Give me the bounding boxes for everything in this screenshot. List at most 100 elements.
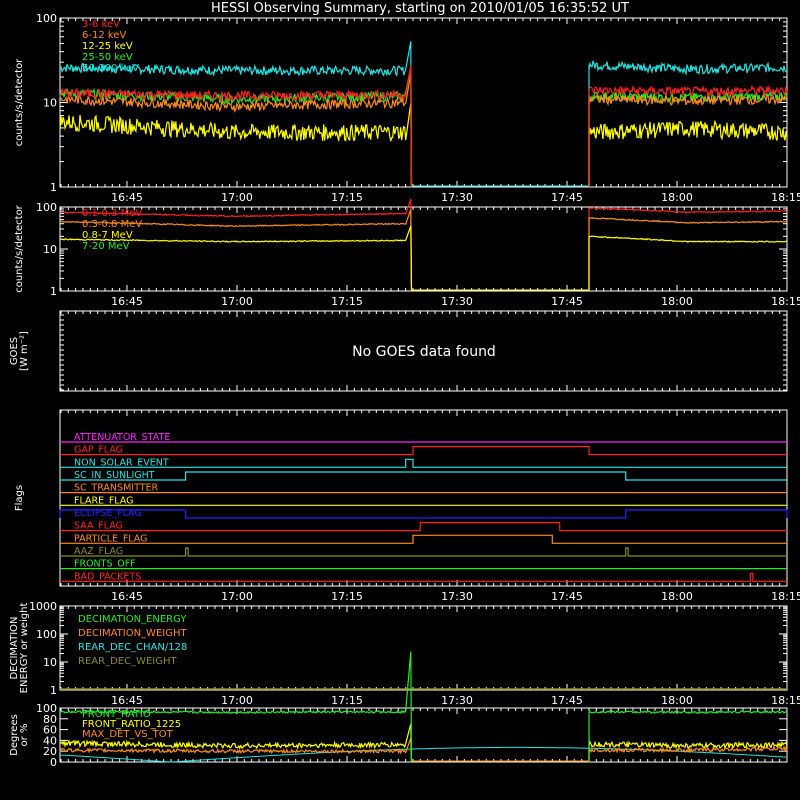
legend-entry: 0.1-0.3 MeV [82, 208, 142, 219]
legend-entry: REAR_DEC_CHAN/128 [78, 642, 187, 653]
x-tick-label: 17:45 [551, 295, 583, 308]
y-axis-label: Degrees [9, 714, 20, 756]
x-tick-label: 16:45 [111, 295, 143, 308]
legend-entry: DECIMATION_ENERGY [78, 614, 187, 625]
x-tick-label: 17:15 [331, 590, 363, 603]
y-tick-label: 100 [36, 628, 57, 641]
legend-entry: 25-50 keV [82, 52, 133, 63]
legend-entry: FRONT_RATIO_1225 [82, 719, 181, 730]
flag-aaz-flag [60, 547, 787, 557]
x-tick-label: 16:45 [111, 694, 143, 707]
y-tick-label: 1 [50, 684, 57, 697]
legend-entry: 7-20 MeV [82, 241, 130, 252]
flag-label: PARTICLE_FLAG [74, 533, 147, 544]
y-tick-label: 60 [43, 724, 57, 737]
legend-entry: REAR_DEC_WEIGHT [78, 656, 177, 667]
y-axis-label: [W m⁻²] [19, 331, 30, 371]
x-tick-label: 17:00 [221, 694, 253, 707]
flag-gap-flag [60, 446, 787, 456]
figure-title: HESSI Observing Summary, starting on 201… [211, 1, 629, 16]
legend-entry: 6-12 keV [82, 30, 126, 41]
series-front-ratio-1225 [59, 723, 788, 763]
x-tick-label: 16:45 [111, 191, 143, 204]
legend-entry: 0.8-7 MeV [82, 230, 133, 241]
y-tick-label: 1000 [29, 600, 57, 613]
panel-4-frame [59, 605, 788, 691]
x-tick-label: 18:15 [771, 295, 800, 308]
y-tick-label: 1 [50, 181, 57, 194]
flag-bad-packets [60, 572, 787, 582]
legend-entry: FRONT_RATIO [82, 709, 151, 720]
y-tick-label: 100 [36, 702, 57, 715]
x-tick-label: 18:00 [661, 295, 693, 308]
series-12-25-kev [59, 102, 788, 188]
y-tick-label: 1 [50, 285, 57, 298]
legend-entry: MAX_DET_VS_TOT [82, 729, 174, 740]
y-axis-label: ENERGY or weight [19, 603, 30, 694]
series-0-8-7-mev [59, 225, 787, 292]
legend-entry: DECIMATION_WEIGHT [78, 628, 187, 639]
y-axis-label: DECIMATION [9, 616, 20, 679]
legend-entry: 50-100 keV [82, 63, 139, 74]
flag-label: GAP_FLAG [74, 445, 123, 456]
flag-label: FLARE_FLAG [74, 495, 134, 506]
y-tick-label: 10 [43, 97, 57, 110]
x-tick-label: 17:30 [441, 191, 473, 204]
flag-label: SAA_FLAG [74, 521, 123, 532]
flag-label: ECLIPSE_FLAG [74, 508, 142, 519]
x-tick-label: 18:00 [661, 590, 693, 603]
x-tick-label: 17:30 [441, 295, 473, 308]
series-front-ratio [59, 651, 788, 763]
x-tick-label: 17:15 [331, 191, 363, 204]
no-goes-data-message: No GOES data found [352, 344, 496, 360]
y-tick-label: 10 [43, 243, 57, 256]
flag-eclipse-flag [59, 509, 788, 519]
x-tick-label: 17:45 [551, 590, 583, 603]
x-tick-label: 18:15 [771, 694, 800, 707]
x-tick-label: 16:45 [111, 590, 143, 603]
x-tick-label: 17:30 [441, 590, 473, 603]
y-axis-label: or % [19, 724, 30, 747]
series-max-det-vs-tot [59, 737, 788, 763]
y-tick-label: 100 [36, 12, 57, 25]
panel-5-frame [59, 707, 788, 763]
x-tick-label: 17:15 [331, 694, 363, 707]
x-tick-label: 18:15 [771, 191, 800, 204]
y-tick-label: 0 [50, 756, 57, 769]
series-0-1-0-3-mev [59, 198, 787, 292]
x-tick-label: 18:00 [661, 191, 693, 204]
x-tick-label: 17:45 [551, 694, 583, 707]
x-tick-label: 18:00 [661, 694, 693, 707]
y-axis-label: counts/s/detector [14, 204, 25, 292]
flag-saa-flag [60, 522, 787, 532]
legend-entry: 3-6 keV [82, 19, 120, 30]
flag-label: NON_SOLAR_EVENT [74, 457, 169, 468]
series-0-3-0-8-mev [59, 209, 788, 292]
panel-1-frame [59, 206, 788, 292]
y-axis-label: GOES [9, 337, 20, 365]
series-25-50-kev [59, 66, 788, 188]
legend-entry: 0.3-0.8 MeV [82, 219, 142, 230]
panel-3-frame [59, 409, 788, 587]
series-3-6-kev [59, 65, 788, 188]
legend-entry: 12-25 keV [82, 41, 133, 52]
y-tick-label: 40 [43, 734, 57, 747]
x-tick-label: 17:45 [551, 191, 583, 204]
x-tick-label: 17:00 [221, 191, 253, 204]
flag-label: ATTENUATOR_STATE [74, 432, 170, 443]
y-tick-label: 20 [43, 745, 57, 758]
x-tick-label: 17:00 [221, 295, 253, 308]
series-50-100-kev [59, 41, 788, 188]
y-tick-label: 100 [36, 201, 57, 214]
flag-label: FRONTS_OFF [74, 559, 136, 570]
flag-label: SC_IN_SUNLIGHT [74, 470, 155, 481]
x-tick-label: 17:30 [441, 694, 473, 707]
series-6-12-kev [60, 73, 788, 188]
flag-particle-flag [60, 534, 787, 544]
y-tick-label: 10 [43, 656, 57, 669]
y-axis-label: Flags [14, 485, 25, 511]
flag-label: AAZ_FLAG [74, 546, 123, 557]
flag-label: SC_TRANSMITTER [74, 483, 159, 494]
y-axis-label: counts/s/detector [14, 58, 25, 146]
